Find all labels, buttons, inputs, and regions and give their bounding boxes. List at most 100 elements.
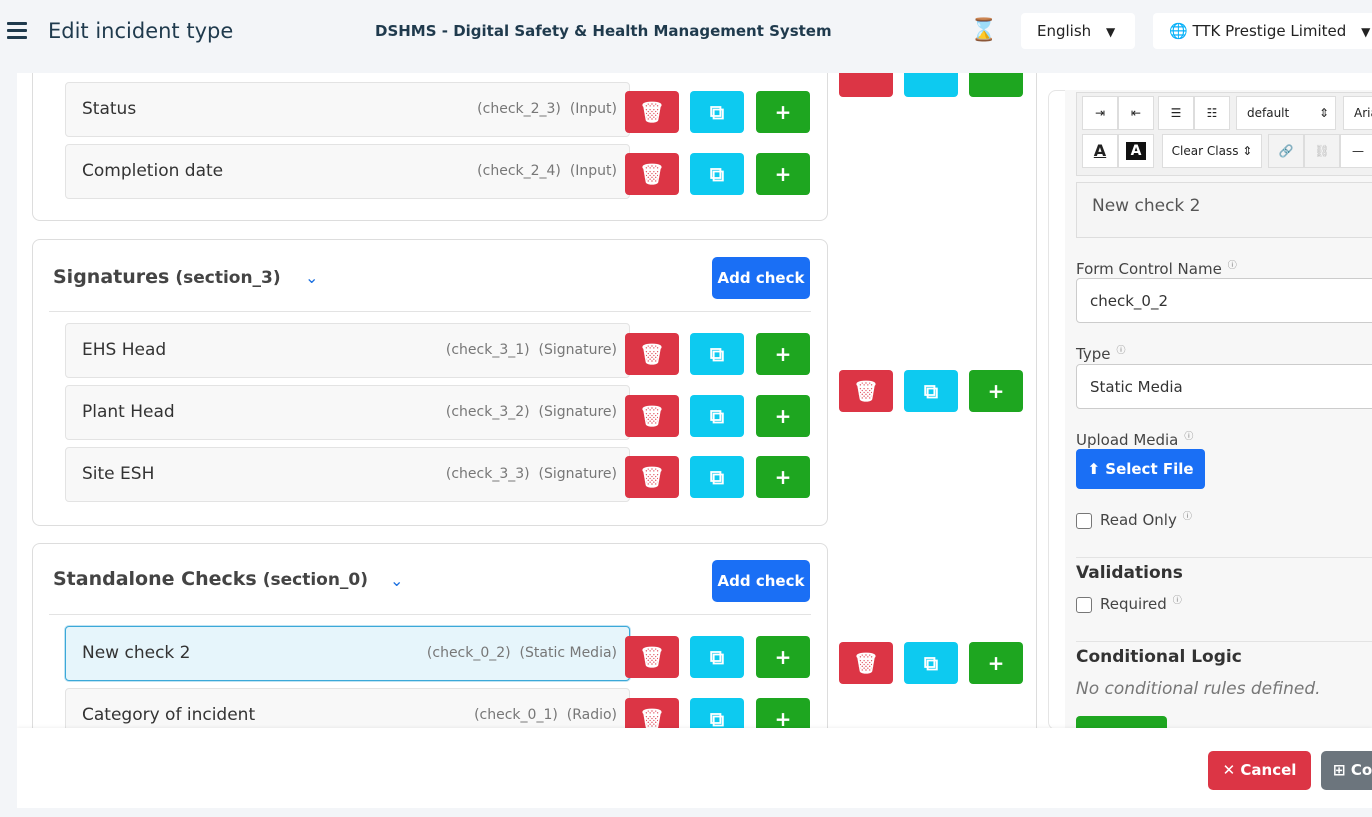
continue-button[interactable]: ⊞ Co <box>1321 751 1372 790</box>
form-control-name-input[interactable]: check_0_2 <box>1076 278 1372 323</box>
company-value: TTK Prestige Limited <box>1192 22 1347 40</box>
check-label: Site ESH <box>82 464 155 484</box>
form-control-name-label: Form Control Name ⓘ <box>1076 260 1237 278</box>
required-checkbox[interactable]: Required ⓘ <box>1076 593 1182 613</box>
check-meta: (check_3_1) (Signature) <box>445 342 617 358</box>
section-card: Status (check_2_3) (Input) Completion dat… <box>32 73 828 221</box>
cancel-button[interactable]: ✕ Cancel <box>1208 751 1311 790</box>
divider <box>1076 557 1372 558</box>
modal-footer: ✕ Cancel ⊞ Co <box>17 728 1372 808</box>
add-check-button[interactable]: + <box>756 395 810 437</box>
divider <box>49 311 811 312</box>
grid-icon: ⊞ <box>1333 761 1346 779</box>
add-check-button[interactable]: + <box>756 456 810 498</box>
text-color-icon[interactable]: A <box>1082 134 1118 168</box>
add-check-button[interactable]: + <box>756 333 810 375</box>
check-row[interactable]: Site ESH (check_3_3) (Signature) <box>65 447 630 502</box>
add-section-button[interactable]: + <box>969 370 1023 412</box>
add-check-button[interactable]: + <box>756 91 810 133</box>
help-icon: ⓘ <box>1172 596 1182 606</box>
copy-check-button[interactable]: ⧉ <box>690 153 744 195</box>
hourglass-icon[interactable]: ⌛ <box>970 18 998 43</box>
check-row[interactable]: Plant Head (check_3_2) (Signature) <box>65 385 630 440</box>
check-meta: (check_2_3) (Input) <box>477 101 617 117</box>
check-row-selected[interactable]: New check 2 (check_0_2) (Static Media) <box>65 626 630 681</box>
divider <box>49 614 811 615</box>
type-select[interactable]: Static Media <box>1076 364 1372 409</box>
conditional-logic-title: Conditional Logic <box>1076 647 1242 667</box>
check-row[interactable]: Status (check_2_3) (Input) <box>65 82 630 137</box>
check-meta: (check_3_3) (Signature) <box>445 466 617 482</box>
copy-section-button[interactable] <box>904 73 958 97</box>
font-family-select[interactable]: Aria <box>1343 96 1372 130</box>
editor-toolbar: ⇥ ⇤ ☰ ☷ default⇕ Aria A A Clear Class ⇕ … <box>1076 92 1372 176</box>
help-icon: ⓘ <box>1116 346 1126 356</box>
read-only-checkbox[interactable]: Read Only ⓘ <box>1076 509 1192 529</box>
delete-section-button[interactable]: 🗑 <box>839 642 893 684</box>
add-check-button[interactable]: + <box>756 698 810 728</box>
delete-check-button[interactable]: 🗑 <box>625 91 679 133</box>
delete-check-button[interactable]: 🗑 <box>625 153 679 195</box>
check-row[interactable]: Category of incident (check_0_1) (Radio) <box>65 688 630 728</box>
check-row[interactable]: EHS Head (check_3_1) (Signature) <box>65 323 630 378</box>
bullet-list-icon[interactable]: ☰ <box>1158 96 1194 130</box>
language-select[interactable]: English ▼ <box>1021 13 1135 49</box>
indent-icon[interactable]: ⇥ <box>1082 96 1118 130</box>
delete-check-button[interactable]: 🗑 <box>625 698 679 728</box>
upload-icon: ⬆ <box>1087 460 1101 478</box>
copy-check-button[interactable]: ⧉ <box>690 91 744 133</box>
type-label: Type ⓘ <box>1076 345 1126 363</box>
editor-content[interactable]: New check 2 <box>1076 182 1372 238</box>
add-section-button[interactable] <box>969 73 1023 97</box>
add-check-button[interactable]: + <box>756 153 810 195</box>
caret-down-icon: ▼ <box>1361 25 1371 39</box>
delete-section-button[interactable] <box>839 73 893 97</box>
copy-check-button[interactable]: ⧉ <box>690 333 744 375</box>
menu-icon[interactable] <box>7 22 27 40</box>
top-header: Edit incident type DSHMS - Digital Safet… <box>0 0 1372 73</box>
add-check-button[interactable]: + <box>756 636 810 678</box>
delete-section-button[interactable]: 🗑 <box>839 370 893 412</box>
conditional-empty-text: No conditional rules defined. <box>1076 679 1321 699</box>
link-icon[interactable]: 🔗 <box>1268 134 1304 168</box>
company-select[interactable]: 🌐 TTK Prestige Limited ▼ <box>1153 13 1372 49</box>
background-color-icon[interactable]: A <box>1118 134 1154 168</box>
delete-check-button[interactable]: 🗑 <box>625 636 679 678</box>
help-icon: ⓘ <box>1182 512 1192 522</box>
validations-title: Validations <box>1076 563 1183 583</box>
copy-check-button[interactable]: ⧉ <box>690 636 744 678</box>
copy-section-button[interactable]: ⧉ <box>904 370 958 412</box>
unlink-icon[interactable]: ⛓ <box>1304 134 1340 168</box>
delete-check-button[interactable]: 🗑 <box>625 333 679 375</box>
copy-check-button[interactable]: ⧉ <box>690 395 744 437</box>
check-label: Completion date <box>82 161 224 181</box>
class-select[interactable]: Clear Class ⇕ <box>1162 134 1262 168</box>
horizontal-rule-icon[interactable]: — <box>1340 134 1372 168</box>
add-check-button[interactable]: Add check <box>712 560 810 602</box>
section-title: Standalone Checks (section_0) <box>53 568 369 590</box>
add-check-button[interactable]: Add check <box>712 257 810 299</box>
numbered-list-icon[interactable]: ☷ <box>1194 96 1230 130</box>
chevron-down-icon[interactable]: ⌄ <box>305 268 319 287</box>
copy-section-button[interactable]: ⧉ <box>904 642 958 684</box>
help-icon: ⓘ <box>1227 261 1237 271</box>
delete-check-button[interactable]: 🗑 <box>625 395 679 437</box>
add-section-button[interactable]: + <box>969 642 1023 684</box>
copy-check-button[interactable]: ⧉ <box>690 456 744 498</box>
help-icon: ⓘ <box>1184 432 1194 442</box>
caret-down-icon: ▼ <box>1105 25 1116 39</box>
font-size-select[interactable]: default ⇕ <box>1236 96 1336 130</box>
delete-check-button[interactable]: 🗑 <box>625 456 679 498</box>
outdent-icon[interactable]: ⇤ <box>1118 96 1154 130</box>
globe-icon: 🌐 <box>1169 22 1188 40</box>
check-meta: (check_3_2) (Signature) <box>445 404 617 420</box>
chevron-down-icon[interactable]: ⌄ <box>390 571 404 590</box>
check-label: New check 2 <box>82 643 191 663</box>
column-divider <box>1036 73 1037 728</box>
check-meta: (check_0_1) (Radio) <box>474 707 617 723</box>
check-row[interactable]: Completion date (check_2_4) (Input) <box>65 144 630 199</box>
section-title: Signatures (section_3) <box>53 266 281 288</box>
page-title: Edit incident type <box>48 19 234 43</box>
copy-check-button[interactable]: ⧉ <box>690 698 744 728</box>
select-file-button[interactable]: ⬆ Select File <box>1076 449 1205 489</box>
